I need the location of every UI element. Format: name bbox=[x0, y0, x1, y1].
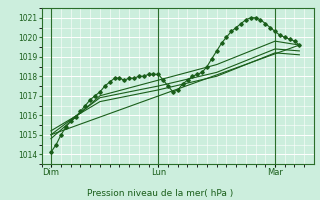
Text: Pression niveau de la mer( hPa ): Pression niveau de la mer( hPa ) bbox=[87, 189, 233, 198]
